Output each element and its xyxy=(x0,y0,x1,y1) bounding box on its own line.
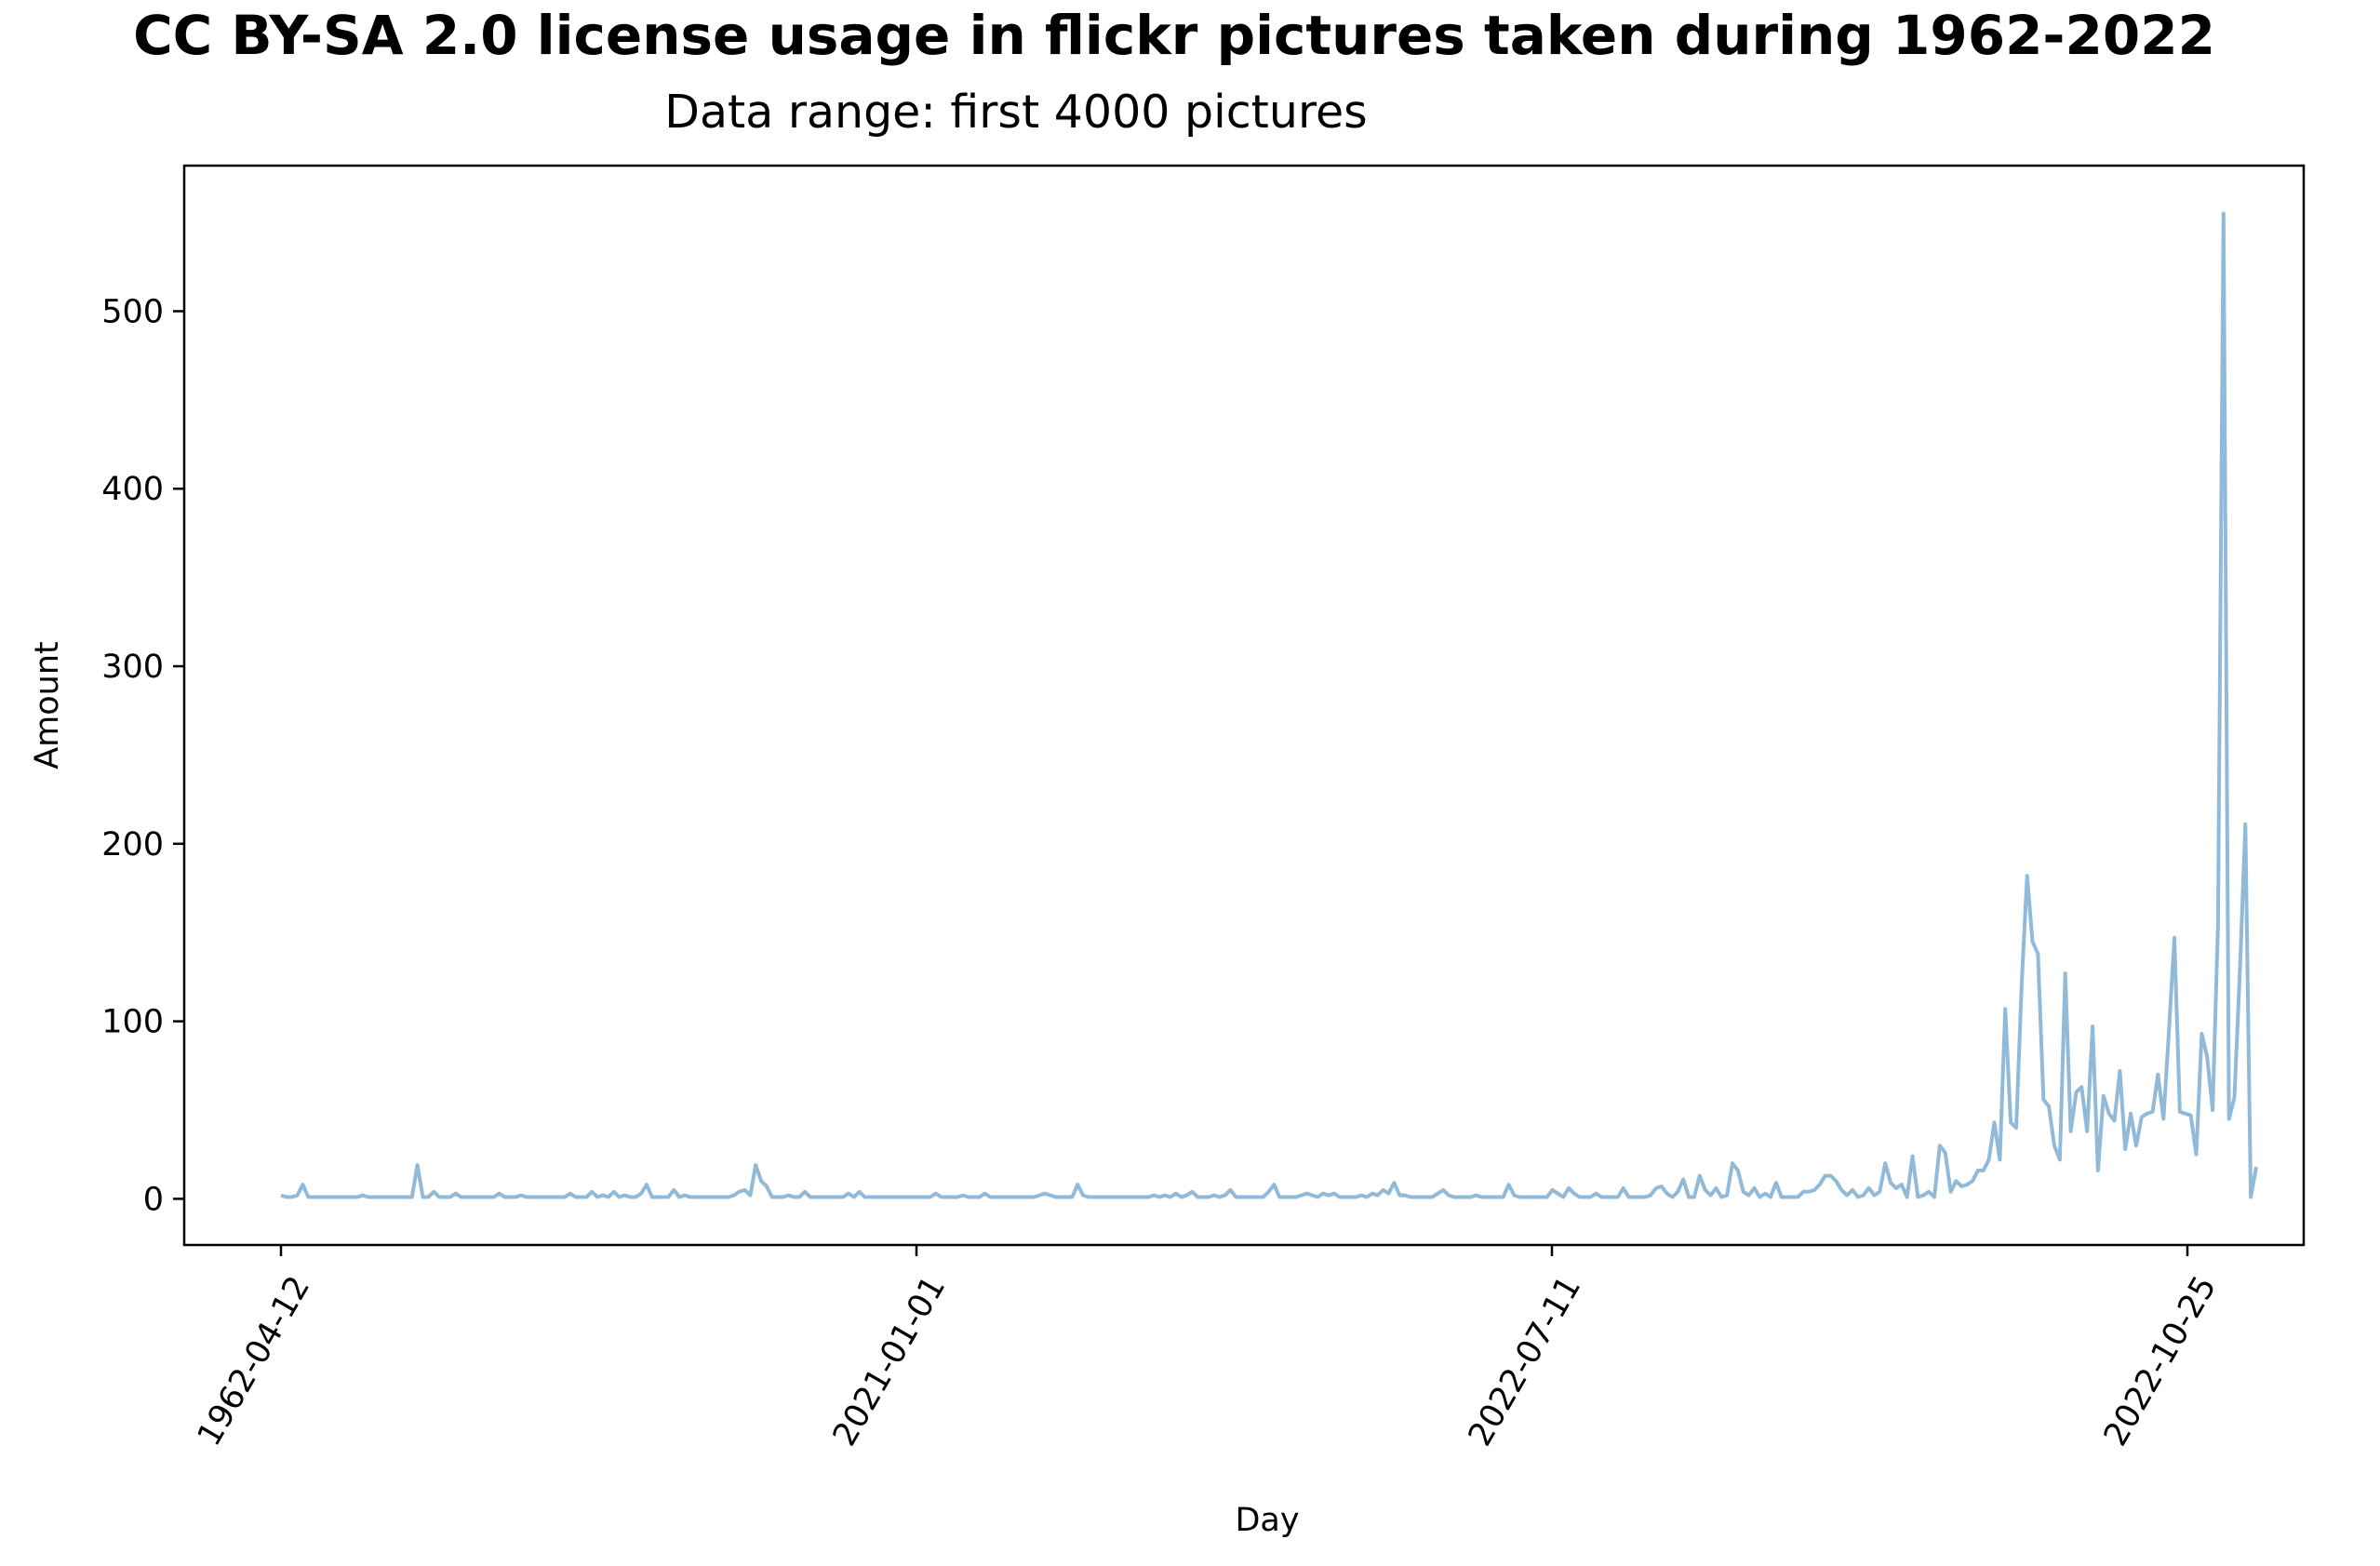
x-tick-label: 2022-10-25 xyxy=(2097,1270,2224,1452)
x-tick-label: 1962-04-12 xyxy=(191,1270,317,1452)
y-tick-label: 200 xyxy=(101,826,164,863)
y-ticks: 0 100 200 300 400 500 xyxy=(101,293,184,1218)
y-tick-label: 500 xyxy=(101,293,164,330)
y-tick-label: 300 xyxy=(101,649,164,686)
y-axis-label: Amount xyxy=(29,641,66,770)
x-ticks: 1962-04-12 2021-01-01 2022-07-11 2022-10-25 xyxy=(191,1245,2224,1452)
x-tick-label: 2021-01-01 xyxy=(826,1270,953,1452)
x-tick-label: 2022-07-11 xyxy=(1462,1270,1588,1452)
data-line xyxy=(280,211,2258,1199)
y-tick-label: 400 xyxy=(101,471,164,508)
y-tick-label: 100 xyxy=(101,1004,164,1041)
chart-title: CC BY-SA 2.0 license usage in flickr pic… xyxy=(133,4,2215,67)
plot-frame xyxy=(182,164,2306,1247)
chart-subtitle: Data range: first 4000 pictures xyxy=(664,86,1367,139)
y-tick-label: 0 xyxy=(143,1181,164,1218)
x-axis-label: Day xyxy=(1235,1502,1299,1539)
